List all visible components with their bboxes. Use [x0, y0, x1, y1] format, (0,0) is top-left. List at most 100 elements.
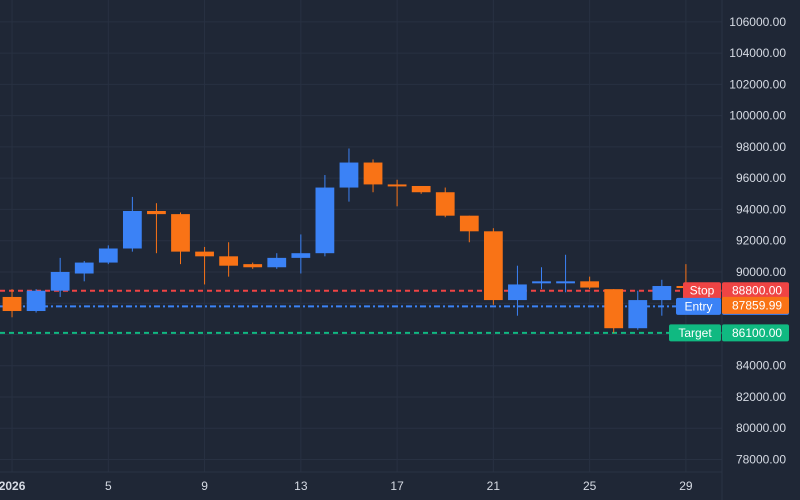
level-value-stop-text: 88800.00: [732, 284, 782, 298]
y-tick-label: 78000.00: [736, 452, 786, 466]
candle-body: [532, 281, 551, 284]
candle: [26, 289, 46, 313]
level-label-target: Target: [669, 324, 721, 342]
level-value-stop-bg: [722, 282, 789, 300]
candle: [98, 245, 118, 265]
level-tags: Stop88800.00Entry87800.00Target86100.008…: [669, 282, 789, 342]
candle-body: [2, 296, 22, 312]
candle: [459, 215, 479, 243]
grid-lines: [0, 0, 722, 472]
last-price-tag: 87859.99: [722, 296, 789, 314]
candle-body: [147, 210, 166, 215]
candle: [628, 290, 648, 330]
candle-body: [291, 253, 311, 258]
candle-body: [267, 257, 287, 268]
time-axis[interactable]: 2026 5 9 13 17 21 25 29: [0, 479, 693, 493]
x-tick-label: 29: [679, 479, 693, 493]
candle: [387, 179, 407, 207]
level-value-target: 86100.00: [722, 324, 789, 342]
x-tick-label: 25: [583, 479, 597, 493]
candle: [411, 185, 431, 194]
candle: [532, 267, 551, 290]
candle-body: [435, 192, 455, 216]
y-tick-label: 80000.00: [736, 421, 786, 435]
y-tick-label: 92000.00: [736, 234, 786, 248]
candle: [243, 262, 263, 269]
y-tick-label: 104000.00: [729, 46, 786, 60]
y-tick-label: 98000.00: [736, 140, 786, 154]
x-tick-label: 9: [201, 479, 208, 493]
candle-body: [508, 284, 527, 301]
x-tick-label: 5: [105, 479, 112, 493]
level-label-entry-bg: [676, 297, 721, 315]
x-tick-label: 21: [487, 479, 501, 493]
level-lines: [0, 289, 722, 334]
candle-body: [219, 256, 239, 266]
x-tick-label: 2026: [0, 479, 26, 493]
candle: [363, 159, 383, 193]
candle-body: [483, 231, 503, 301]
candle: [195, 246, 214, 285]
candle: [604, 289, 624, 333]
level-label-stop-text: Stop: [690, 284, 715, 298]
level-label-stop-bg: [683, 282, 721, 300]
y-tick-label: 84000.00: [736, 359, 786, 373]
candle: [2, 289, 22, 318]
y-tick-label: 82000.00: [736, 390, 786, 404]
candle-body: [580, 281, 600, 288]
level-value-target-text: 86100.00: [732, 326, 782, 340]
candle-body: [363, 162, 383, 185]
y-tick-label: 96000.00: [736, 171, 786, 185]
candle-body: [243, 264, 263, 268]
y-tick-label: 106000.00: [729, 15, 786, 29]
candle-body: [74, 262, 94, 274]
y-tick-label: 94000.00: [736, 202, 786, 216]
candle: [580, 276, 600, 290]
level-value-stop: 88800.00: [722, 282, 789, 300]
y-tick-label: 100000.00: [729, 109, 786, 123]
price-axis[interactable]: 106000.00 104000.00 102000.00 100000.00 9800…: [729, 15, 786, 467]
candle-body: [459, 215, 479, 232]
candle: [315, 175, 335, 257]
candle-body: [556, 281, 575, 284]
candle-body: [652, 286, 672, 301]
candle-body: [411, 185, 431, 193]
candle: [267, 253, 287, 269]
candle: [291, 234, 311, 274]
level-label-entry: Entry: [676, 297, 721, 315]
candle-body: [387, 184, 407, 187]
candle: [339, 148, 359, 202]
x-tick-label: 13: [294, 479, 308, 493]
candle-body: [122, 210, 142, 249]
last-price-tag-bg: [722, 296, 789, 314]
candle-body: [195, 251, 214, 257]
y-tick-label: 90000.00: [736, 265, 786, 279]
candle-body: [604, 289, 624, 329]
candle-body: [171, 214, 190, 252]
candle: [122, 196, 142, 252]
x-tick-label: 17: [390, 479, 404, 493]
candle: [50, 257, 70, 297]
level-label-entry-text: Entry: [684, 299, 712, 313]
candles: [2, 148, 720, 333]
last-price-tag-text: 87859.99: [732, 298, 782, 312]
level-label-target-bg: [669, 324, 721, 342]
candle-body: [315, 187, 335, 254]
candle-body: [98, 248, 118, 263]
candle: [147, 203, 166, 254]
candle-body: [628, 300, 648, 329]
candle-body: [26, 290, 46, 312]
candle: [508, 265, 527, 316]
level-label-target-text: Target: [678, 326, 712, 340]
candle: [652, 279, 672, 316]
level-label-stop: Stop: [683, 282, 721, 300]
candle: [219, 242, 239, 277]
candle: [556, 254, 575, 293]
level-value-target-bg: [722, 324, 789, 342]
candle: [74, 261, 94, 282]
candle-body: [339, 162, 359, 188]
candle-body: [50, 271, 70, 291]
candle: [435, 187, 455, 218]
y-tick-label: 102000.00: [729, 77, 786, 91]
